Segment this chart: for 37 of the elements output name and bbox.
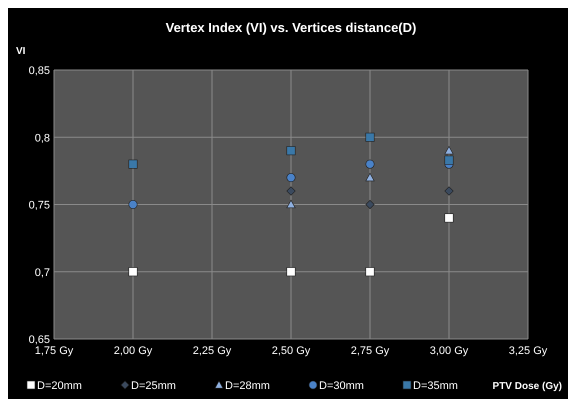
legend-label: D=35mm bbox=[413, 380, 458, 392]
point bbox=[366, 200, 374, 209]
x-axis-title: PTV Dose (Gy) bbox=[492, 381, 562, 392]
y-axis-title: VI bbox=[16, 46, 26, 57]
x-tick-label: 2,75 Gy bbox=[350, 345, 390, 357]
point bbox=[366, 173, 374, 182]
y-tick-label: 0,8 bbox=[34, 132, 50, 144]
x-tick-label: 3,00 Gy bbox=[430, 345, 469, 357]
legend-label: D=28mm bbox=[225, 380, 270, 392]
point bbox=[128, 200, 138, 209]
legend-label: D=25mm bbox=[131, 380, 176, 392]
y-tick-label: 0,85 bbox=[28, 65, 50, 77]
point bbox=[286, 200, 296, 208]
x-tick-label: 2,25 Gy bbox=[192, 345, 232, 357]
point bbox=[366, 132, 374, 142]
y-tick-label: 0,75 bbox=[28, 200, 50, 212]
x-tick-label: 2,50 Gy bbox=[272, 345, 311, 357]
y-tick-label: 0,65 bbox=[28, 334, 50, 346]
x-tick-label: 3,25 Gy bbox=[508, 345, 548, 357]
x-tick-label: 2,00 Gy bbox=[114, 345, 153, 357]
point bbox=[366, 160, 374, 169]
point bbox=[444, 186, 454, 196]
point bbox=[286, 186, 296, 196]
legend-label: D=30mm bbox=[319, 380, 364, 392]
point bbox=[286, 267, 296, 276]
point bbox=[444, 146, 454, 154]
legend-label: D=20mm bbox=[37, 380, 82, 392]
point bbox=[286, 146, 296, 156]
point bbox=[128, 160, 138, 169]
x-tick-label: 1,75 Gy bbox=[34, 345, 74, 357]
point bbox=[366, 267, 374, 276]
y-tick-label: 0,7 bbox=[34, 266, 50, 279]
chart-title: Vertex Index (VI) vs. Vertices distance(D) bbox=[166, 20, 416, 35]
point bbox=[286, 173, 296, 182]
point bbox=[128, 267, 138, 276]
point bbox=[444, 156, 454, 165]
point bbox=[444, 213, 454, 222]
